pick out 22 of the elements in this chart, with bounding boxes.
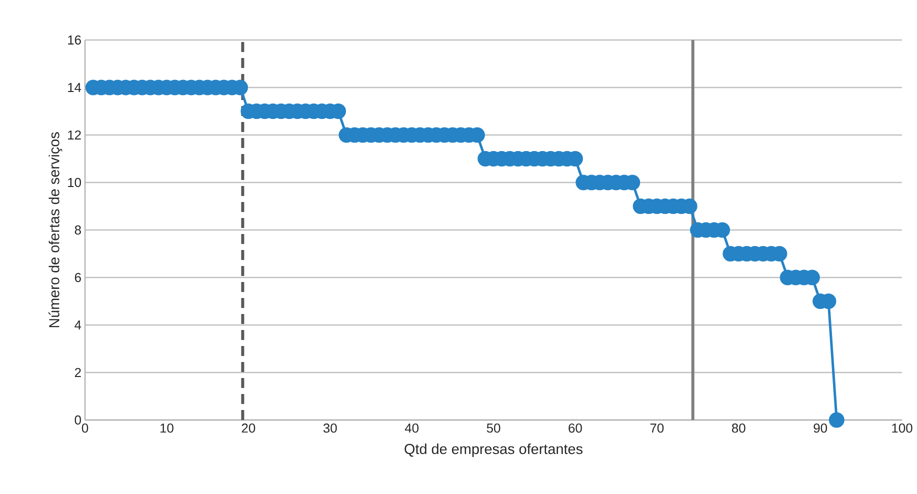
y-tick-label: 14 [68, 83, 82, 92]
x-tick-label: 90 [814, 424, 828, 433]
y-tick-label: 16 [68, 35, 81, 45]
y-tick-label: 6 [74, 272, 81, 282]
x-tick-label: 30 [323, 424, 337, 433]
x-axis-title: Qtd de empresas ofertantes [404, 444, 582, 457]
x-tick-label: 100 [892, 424, 912, 433]
y-tick-label: 8 [74, 225, 81, 235]
x-tick-label: 50 [486, 424, 500, 433]
x-tick-label: 0 [82, 424, 88, 433]
y-tick-label: 2 [74, 368, 81, 378]
x-tick-label: 20 [242, 424, 256, 433]
x-tick-label: 80 [732, 424, 746, 433]
x-tick-label: 10 [160, 424, 174, 433]
x-tick-label: 70 [650, 424, 664, 433]
y-tick-label: 12 [68, 130, 81, 140]
x-tick-label: 60 [568, 424, 582, 433]
y-tick-label: 4 [74, 320, 82, 330]
x-tick-label: 40 [404, 424, 419, 433]
y-axis-title: Número de ofertas de serviços [48, 132, 62, 328]
y-tick-label: 10 [68, 178, 81, 188]
y-tick-label: 0 [74, 415, 81, 425]
